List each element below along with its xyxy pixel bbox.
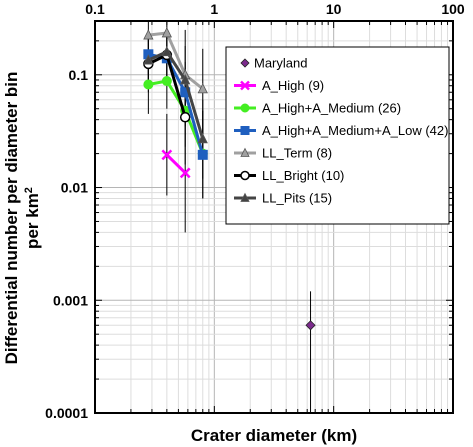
legend-entry: LL_Term (8) (234, 146, 332, 161)
legend: Maryland A_High (9) A_High+A_Medium (26) A_… (225, 46, 450, 225)
x-tick-label: 0.1 (85, 1, 105, 17)
data-point-stroke (161, 149, 173, 161)
data-point (161, 27, 172, 38)
data-point (305, 320, 316, 331)
y-axis-title-line2: per km2 (23, 187, 42, 249)
legend-entry: A_High+A_Medium+A_Low (42) (234, 123, 448, 138)
x-tick-label: 1 (210, 1, 218, 17)
y-axis-title-unit: per km (23, 193, 42, 249)
plot-frame (94, 20, 454, 414)
series-errorbars (166, 113, 186, 233)
x-axis-title: Crater diameter (km) (191, 426, 357, 445)
series-line (148, 52, 205, 156)
y-axis-title-superscript: 2 (23, 187, 35, 193)
series-line (148, 79, 205, 155)
data-point (161, 45, 172, 57)
legend-entry: Maryland (240, 56, 307, 71)
y-axis-title-line1: Differential number per diameter bin (2, 72, 21, 365)
data-point (180, 74, 191, 85)
legend-entry: A_High (9) (234, 78, 324, 93)
data-point (240, 80, 250, 91)
legend-label: Maryland (254, 56, 307, 71)
legend-entry: LL_Bright (10) (234, 168, 344, 183)
data-point (240, 58, 250, 68)
legend-box (225, 46, 450, 225)
tick-labels: 0.1 1 10 100 0.0001 0.001 0.01 0.1 (45, 1, 465, 421)
data-point (179, 112, 191, 123)
y-tick-label: 0.1 (69, 67, 89, 83)
x-tick-label: 10 (326, 1, 342, 17)
series-line (147, 49, 205, 140)
data-point (197, 133, 208, 144)
data-point (240, 192, 250, 202)
axis-ticks (94, 21, 453, 414)
series-layer (143, 21, 316, 413)
data-point (197, 82, 208, 94)
series-a-high-9 (161, 149, 191, 179)
data-point (143, 79, 154, 90)
y-tick-label: 0.001 (53, 292, 88, 308)
data-point (240, 126, 250, 135)
data-point (143, 54, 154, 65)
data-point (197, 149, 208, 160)
legend-label: A_High+A_Medium+A_Low (42) (262, 123, 448, 138)
legend-label: LL_Pits (15) (262, 191, 332, 206)
y-tick-label: 0.0001 (45, 405, 88, 421)
data-point (240, 170, 250, 181)
data-point (143, 29, 154, 40)
legend-entry: LL_Pits (15) (234, 191, 332, 206)
series-line (148, 31, 204, 91)
data-point-stroke (179, 167, 191, 179)
data-point (179, 167, 191, 179)
legend-label: A_High (9) (262, 78, 324, 93)
data-point-stroke (240, 80, 250, 91)
series-maryland (305, 320, 316, 331)
y-axis-title: Differential number per diameter bin per… (2, 72, 42, 365)
legend-entry: A_High+A_Medium (26) (234, 101, 401, 116)
data-point (240, 103, 250, 113)
series-ll-pits-15 (143, 45, 208, 144)
legend-label: A_High+A_Medium (26) (262, 101, 401, 116)
legend-label: LL_Bright (10) (262, 168, 344, 183)
x-tick-label: 100 (441, 1, 465, 17)
y-tick-label: 0.01 (61, 180, 88, 196)
data-point (240, 147, 250, 157)
data-point (161, 76, 172, 87)
data-point (161, 149, 173, 161)
legend-label: LL_Term (8) (262, 146, 332, 161)
